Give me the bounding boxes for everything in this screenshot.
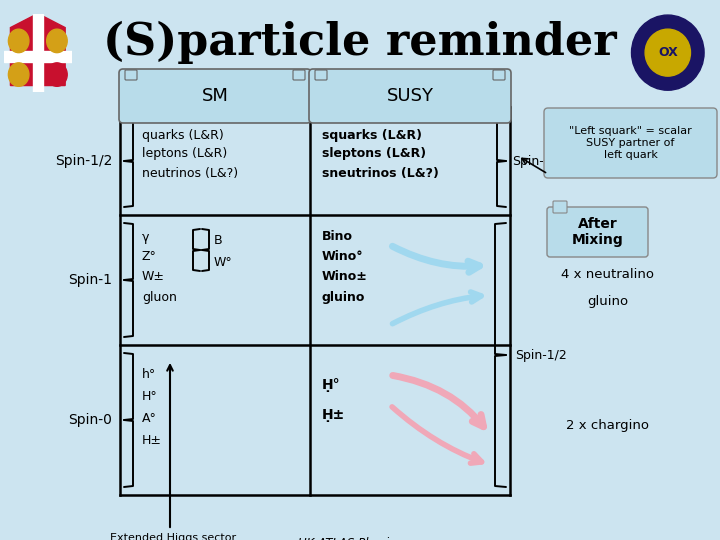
Text: Spin-1/2: Spin-1/2: [55, 154, 112, 168]
Text: squarks (L&R): squarks (L&R): [322, 129, 422, 141]
Text: quarks (L&R): quarks (L&R): [142, 129, 224, 141]
Circle shape: [9, 29, 29, 52]
FancyBboxPatch shape: [547, 207, 648, 257]
Circle shape: [9, 63, 29, 86]
Polygon shape: [11, 14, 66, 85]
Text: Spin-1: Spin-1: [68, 273, 112, 287]
Text: Spin-0: Spin-0: [512, 154, 552, 167]
Text: neutrinos (L&?): neutrinos (L&?): [142, 166, 238, 179]
Text: 2 x chargino: 2 x chargino: [566, 418, 649, 431]
Text: H±: H±: [142, 435, 162, 448]
Text: sleptons (L&R): sleptons (L&R): [322, 147, 426, 160]
Text: leptons (L&R): leptons (L&R): [142, 147, 228, 160]
Text: Wino°: Wino°: [322, 251, 364, 264]
Text: γ: γ: [142, 231, 150, 244]
Text: (S)particle reminder: (S)particle reminder: [103, 21, 617, 64]
Text: Bino: Bino: [322, 231, 353, 244]
FancyBboxPatch shape: [309, 69, 511, 123]
Text: OX: OX: [658, 46, 678, 59]
FancyBboxPatch shape: [315, 70, 327, 80]
Circle shape: [47, 63, 67, 86]
Text: H°: H°: [142, 390, 158, 403]
FancyBboxPatch shape: [544, 108, 717, 178]
FancyBboxPatch shape: [293, 70, 305, 80]
Text: h°: h°: [142, 368, 156, 381]
Text: gluino: gluino: [587, 295, 628, 308]
FancyBboxPatch shape: [553, 201, 567, 213]
Text: W°: W°: [214, 256, 233, 269]
Text: UK ATLAS Physics: UK ATLAS Physics: [298, 537, 402, 540]
Text: gluon: gluon: [142, 291, 177, 303]
Text: Spin-0: Spin-0: [68, 413, 112, 427]
FancyBboxPatch shape: [125, 70, 137, 80]
Text: sneutrinos (L&?): sneutrinos (L&?): [322, 166, 439, 179]
Text: Wino±: Wino±: [322, 271, 368, 284]
Text: SM: SM: [202, 87, 228, 105]
FancyBboxPatch shape: [119, 69, 311, 123]
Text: A°: A°: [142, 413, 157, 426]
Text: Spin-1/2: Spin-1/2: [515, 348, 567, 361]
Bar: [4, 51, 72, 62]
Text: After
Mixing: After Mixing: [572, 217, 624, 247]
Circle shape: [47, 29, 67, 52]
Text: Ḥ±: Ḥ±: [322, 408, 346, 422]
Text: Z°: Z°: [142, 251, 157, 264]
Circle shape: [631, 15, 704, 90]
Text: SUSY: SUSY: [387, 87, 433, 105]
FancyBboxPatch shape: [493, 70, 505, 80]
Text: "Left squark" = scalar
SUSY partner of
left quark: "Left squark" = scalar SUSY partner of l…: [569, 126, 692, 160]
Text: W±: W±: [142, 271, 165, 284]
Circle shape: [645, 29, 690, 76]
Text: Extended Higgs sector: Extended Higgs sector: [110, 533, 236, 540]
Bar: [33, 14, 42, 92]
Text: B: B: [214, 234, 222, 247]
Text: gluino: gluino: [322, 291, 365, 303]
Text: 4 x neutralino: 4 x neutralino: [561, 268, 654, 281]
Text: Ḥ°: Ḥ°: [322, 378, 341, 392]
